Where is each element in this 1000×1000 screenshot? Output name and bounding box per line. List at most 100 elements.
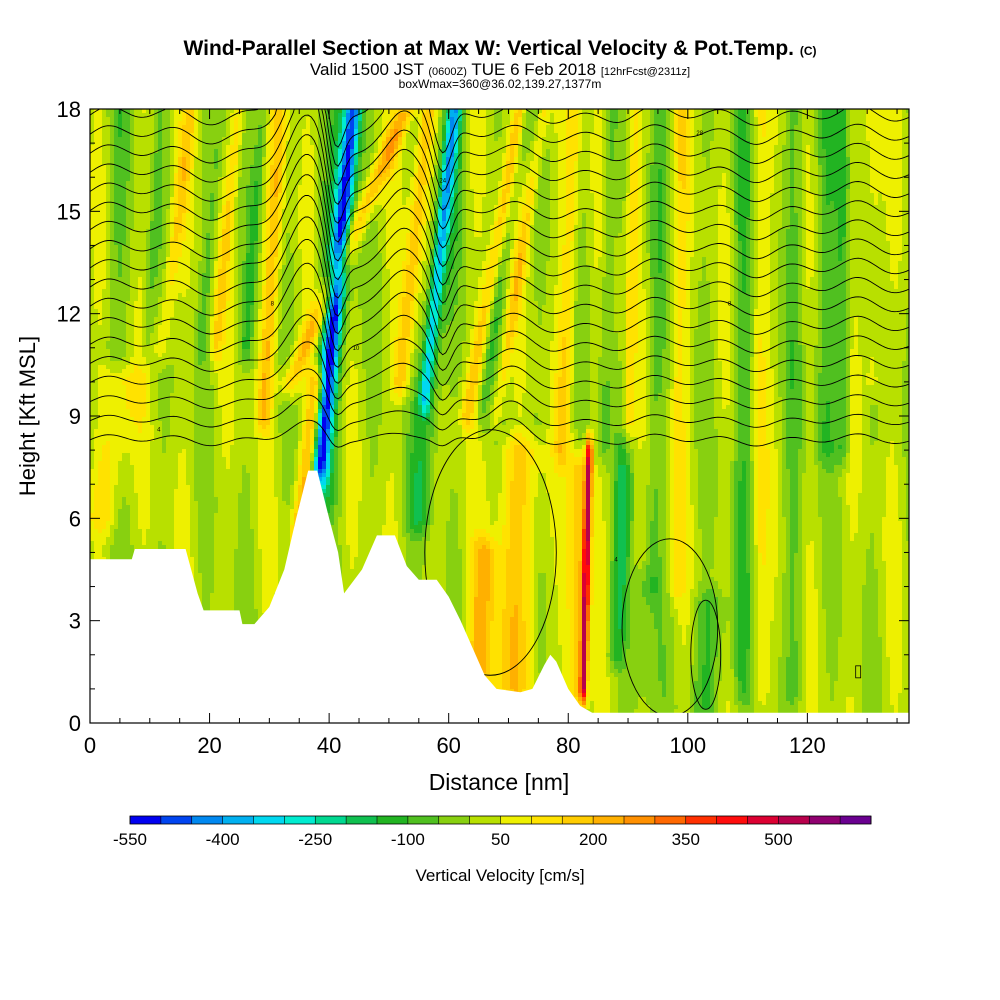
velocity-cell bbox=[818, 113, 823, 118]
velocity-cell bbox=[178, 133, 183, 138]
velocity-cell bbox=[854, 125, 859, 130]
velocity-cell bbox=[890, 113, 895, 118]
velocity-cell bbox=[130, 121, 135, 126]
velocity-cell bbox=[862, 113, 867, 118]
velocity-cell bbox=[786, 121, 791, 126]
velocity-cell bbox=[418, 133, 423, 138]
velocity-cell bbox=[250, 113, 255, 118]
velocity-cell bbox=[878, 129, 883, 134]
velocity-cell bbox=[894, 121, 899, 126]
velocity-cell bbox=[402, 125, 407, 130]
velocity-cell bbox=[102, 113, 107, 118]
velocity-cell bbox=[202, 133, 207, 138]
velocity-cell bbox=[762, 117, 767, 122]
velocity-cell bbox=[342, 109, 347, 114]
velocity-cell bbox=[794, 113, 799, 118]
velocity-cell bbox=[594, 125, 599, 130]
velocity-cell bbox=[198, 125, 203, 130]
velocity-cell bbox=[162, 117, 167, 122]
velocity-cell bbox=[894, 113, 899, 118]
velocity-cell bbox=[638, 121, 643, 126]
velocity-cell bbox=[254, 117, 259, 122]
velocity-cell bbox=[866, 117, 871, 122]
velocity-cell bbox=[482, 125, 487, 130]
velocity-cell bbox=[750, 117, 755, 122]
velocity-cell bbox=[846, 129, 851, 134]
velocity-cell bbox=[174, 133, 179, 138]
velocity-cell bbox=[134, 117, 139, 122]
velocity-cell bbox=[218, 109, 223, 114]
velocity-cell bbox=[310, 109, 315, 114]
velocity-cell bbox=[102, 117, 107, 122]
velocity-cell bbox=[850, 113, 855, 118]
velocity-cell bbox=[878, 125, 883, 130]
velocity-cell bbox=[614, 125, 619, 130]
velocity-cell bbox=[350, 109, 355, 114]
velocity-cell bbox=[502, 117, 507, 122]
velocity-cell bbox=[558, 109, 563, 114]
velocity-cell bbox=[574, 125, 579, 130]
velocity-cell bbox=[770, 109, 775, 114]
velocity-cell bbox=[522, 117, 527, 122]
velocity-cell bbox=[714, 117, 719, 122]
velocity-cell bbox=[734, 109, 739, 114]
velocity-cell bbox=[406, 121, 411, 126]
velocity-cell bbox=[866, 121, 871, 126]
velocity-cell bbox=[778, 109, 783, 114]
velocity-cell bbox=[186, 117, 191, 122]
velocity-cell bbox=[126, 121, 131, 126]
velocity-cell bbox=[762, 113, 767, 118]
velocity-cell bbox=[250, 121, 255, 126]
velocity-cell bbox=[270, 125, 275, 130]
velocity-cell bbox=[618, 117, 623, 122]
velocity-cell bbox=[198, 133, 203, 138]
velocity-cell bbox=[534, 129, 539, 134]
velocity-cell bbox=[626, 129, 631, 134]
velocity-cell bbox=[642, 113, 647, 118]
velocity-cell bbox=[658, 113, 663, 118]
velocity-cell bbox=[454, 133, 459, 138]
velocity-cell bbox=[110, 113, 115, 118]
velocity-cell bbox=[462, 117, 467, 122]
velocity-cell bbox=[406, 117, 411, 122]
velocity-cell bbox=[150, 121, 155, 126]
velocity-cell bbox=[706, 113, 711, 118]
velocity-cell bbox=[874, 117, 879, 122]
velocity-cell bbox=[814, 121, 819, 126]
velocity-cell bbox=[226, 129, 231, 134]
velocity-cell bbox=[578, 109, 583, 114]
velocity-cell bbox=[430, 109, 435, 114]
velocity-cell bbox=[94, 133, 99, 138]
velocity-cell bbox=[478, 125, 483, 130]
velocity-cell bbox=[554, 113, 559, 118]
velocity-cell bbox=[214, 125, 219, 130]
velocity-cell bbox=[818, 121, 823, 126]
velocity-cell bbox=[114, 121, 119, 126]
velocity-cell bbox=[490, 109, 495, 114]
velocity-cell bbox=[214, 129, 219, 134]
velocity-cell bbox=[270, 109, 275, 114]
velocity-cell bbox=[270, 121, 275, 126]
velocity-cell bbox=[522, 113, 527, 118]
velocity-cell bbox=[402, 117, 407, 122]
velocity-cell bbox=[150, 125, 155, 130]
velocity-cell bbox=[842, 117, 847, 122]
velocity-cell bbox=[330, 117, 335, 122]
velocity-cell bbox=[462, 125, 467, 130]
velocity-cell bbox=[338, 133, 343, 138]
velocity-cell bbox=[734, 125, 739, 130]
velocity-cell bbox=[146, 129, 151, 134]
velocity-cell bbox=[834, 125, 839, 130]
velocity-cell bbox=[314, 133, 319, 138]
velocity-cell bbox=[802, 121, 807, 126]
velocity-cell bbox=[210, 113, 215, 118]
velocity-cell bbox=[394, 121, 399, 126]
velocity-cell bbox=[682, 125, 687, 130]
velocity-cell bbox=[114, 133, 119, 138]
velocity-cell bbox=[674, 109, 679, 114]
velocity-cell bbox=[674, 117, 679, 122]
velocity-cell bbox=[254, 129, 259, 134]
velocity-cell bbox=[886, 121, 891, 126]
velocity-cell bbox=[894, 129, 899, 134]
velocity-cell bbox=[622, 113, 627, 118]
